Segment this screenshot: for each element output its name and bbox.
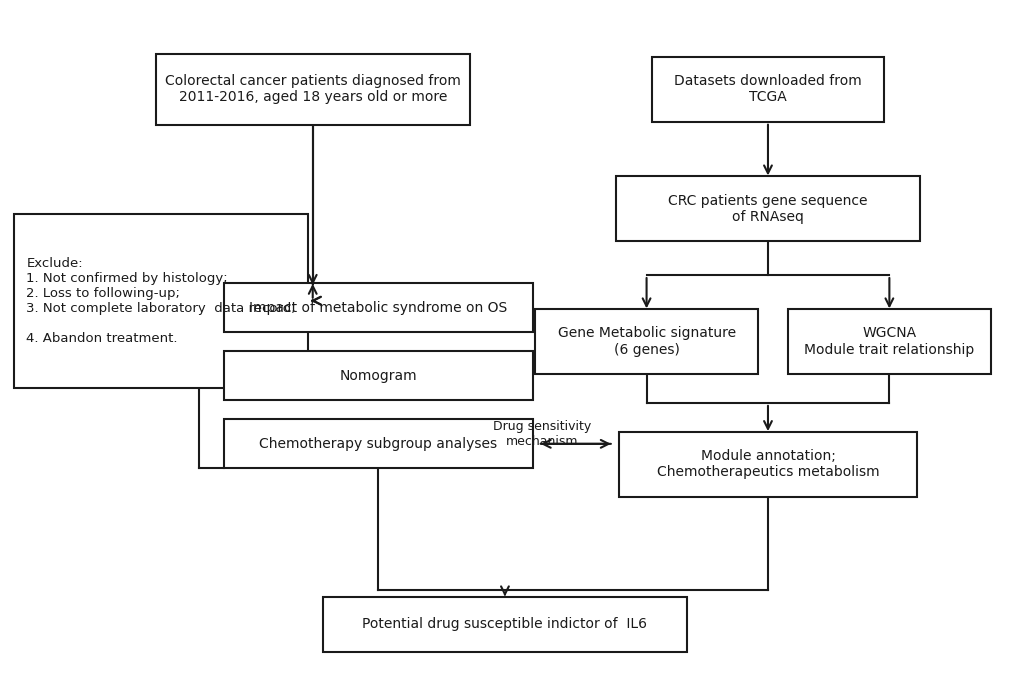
Bar: [788, 309, 989, 374]
Bar: [156, 54, 469, 125]
Bar: [651, 57, 883, 121]
Bar: [323, 598, 687, 652]
Bar: [615, 176, 919, 241]
Text: CRC patients gene sequence
of RNAseq: CRC patients gene sequence of RNAseq: [667, 194, 867, 224]
Bar: [224, 351, 532, 400]
Text: Chemotherapy subgroup analyses: Chemotherapy subgroup analyses: [259, 437, 497, 451]
Text: Gene Metabolic signature
(6 genes): Gene Metabolic signature (6 genes): [557, 326, 735, 357]
Text: WGCNA
Module trait relationship: WGCNA Module trait relationship: [803, 326, 973, 357]
Text: Potential drug susceptible indictor of  IL6: Potential drug susceptible indictor of I…: [362, 618, 647, 631]
Text: Drug sensitivity
mechanism: Drug sensitivity mechanism: [493, 420, 591, 448]
Text: Module annotation;
Chemotherapeutics metabolism: Module annotation; Chemotherapeutics met…: [656, 449, 878, 480]
Bar: [619, 432, 916, 497]
Bar: [535, 309, 757, 374]
Text: Impact of metabolic syndrome on OS: Impact of metabolic syndrome on OS: [249, 301, 507, 315]
Text: Nomogram: Nomogram: [339, 368, 417, 383]
Text: Colorectal cancer patients diagnosed from
2011-2016, aged 18 years old or more: Colorectal cancer patients diagnosed fro…: [165, 75, 461, 104]
Bar: [224, 283, 532, 332]
Bar: [14, 214, 308, 388]
Bar: [224, 420, 532, 469]
Text: Exclude:
1. Not confirmed by histology;
2. Loss to following-up;
3. Not complete: Exclude: 1. Not confirmed by histology; …: [26, 257, 296, 345]
Text: Datasets downloaded from
TCGA: Datasets downloaded from TCGA: [674, 75, 861, 104]
